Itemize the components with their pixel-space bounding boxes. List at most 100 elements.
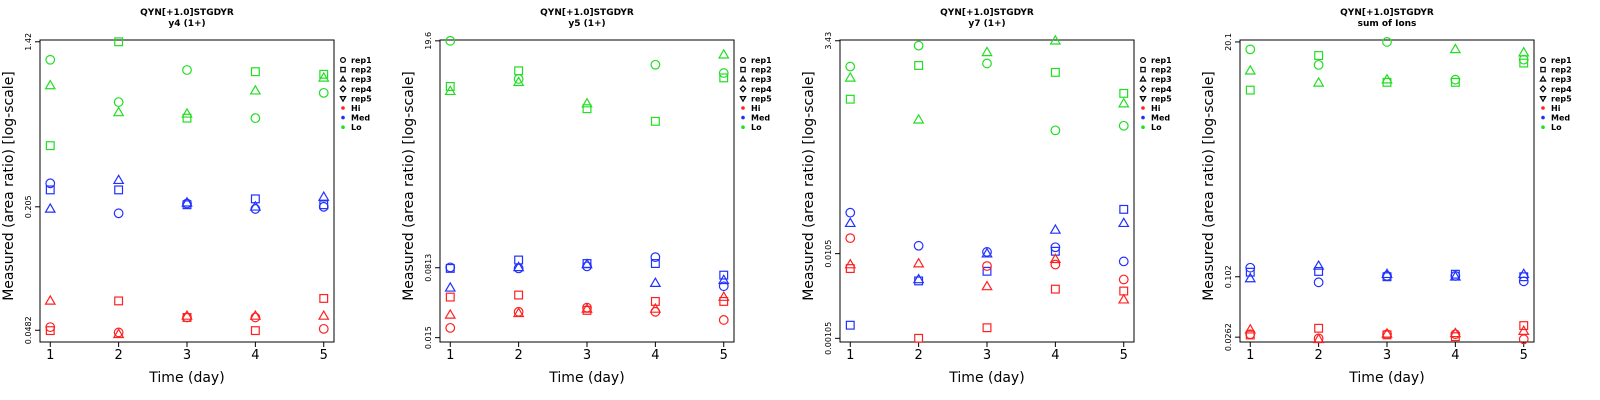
legend-marker-rep5 [1139,95,1147,103]
legend-marker-rep1 [340,56,347,63]
point-lo-rep1 [113,97,124,107]
legend-dot-lo [341,125,345,129]
x-axis-label: Time (day) [948,370,1024,386]
point-lo-rep1 [1382,37,1392,47]
plot-frame [39,39,335,343]
y-tick-label: 0.0262 [1224,323,1233,351]
point-hi-rep3 [512,307,525,318]
point-hi-rep2 [1314,323,1324,333]
point-lo-rep2 [514,66,524,76]
point-med-rep1 [318,201,329,212]
point-hi-rep2 [982,323,992,333]
point-lo-rep3 [1449,43,1462,54]
point-lo-rep1 [1245,44,1256,55]
point-lo-rep1 [318,87,329,98]
chart-subtitle: y4 (1+) [168,19,205,29]
legend-dot-med [341,115,345,120]
chart-title: QYN[+1.0]STGDYR [940,8,1034,18]
point-hi-rep2 [1245,330,1255,340]
data-points [1244,37,1530,345]
legend-label: rep2 [751,66,772,75]
point-hi-rep1 [650,306,661,317]
legend-marker-rep3 [739,75,747,82]
point-lo-rep1 [650,59,661,70]
point-med-rep3 [649,277,662,287]
point-med-rep3 [44,202,57,213]
point-hi-rep3 [181,309,193,320]
x-tick-label: 2 [914,348,922,363]
point-med-rep3 [181,196,193,207]
point-med-rep3 [844,217,857,228]
plot-frame [439,39,735,343]
legend-label: Lo [1151,123,1162,132]
legend-marker-rep1 [740,56,747,63]
point-hi-rep3 [1312,333,1325,344]
point-hi-rep2 [250,326,260,336]
point-lo-rep2 [182,113,192,123]
point-hi-rep1 [182,312,192,323]
legend-label: rep4 [351,85,372,94]
point-hi-rep2 [319,293,329,303]
point-lo-rep3 [581,97,593,108]
legend-marker-rep4 [1539,85,1547,93]
legend-label: Hi [751,104,761,113]
point-med-rep1 [582,261,592,272]
point-hi-rep2 [845,264,855,274]
legend-label: rep3 [351,75,372,84]
legend-label: rep1 [1151,56,1172,65]
x-tick-label: 4 [1451,348,1459,363]
point-lo-rep1 [1313,59,1324,70]
point-lo-rep3 [1517,46,1530,57]
point-lo-rep2 [650,116,660,126]
y-tick-label: 0.0482 [24,316,33,344]
y-tick-label: 19.6 [424,32,433,50]
legend-marker-rep3 [1139,75,1147,82]
point-hi-rep3 [1049,253,1062,264]
point-lo-rep2 [719,73,729,83]
x-tick-label: 3 [183,348,191,363]
point-med-rep1 [1313,277,1324,288]
point-hi-rep1 [318,323,329,334]
legend-label: rep1 [351,56,372,65]
y-tick-label: 0.0813 [424,254,433,282]
x-tick-label: 4 [251,348,259,363]
legend-marker-rep2 [1540,66,1546,73]
legend-label: rep4 [1151,85,1172,94]
legend-label: Lo [351,123,362,132]
point-med-rep1 [1118,256,1129,267]
y-tick-label: 1.42 [24,33,33,51]
legend-marker-rep2 [1140,66,1146,73]
point-lo-rep1 [445,35,456,46]
point-lo-rep2 [1519,58,1529,68]
legend-label: rep4 [1551,85,1572,94]
point-med-rep2 [914,276,924,286]
legend-dot-lo [1541,125,1545,129]
legend-label: rep3 [1151,75,1172,84]
legend-marker-rep2 [740,66,746,73]
point-med-rep1 [718,281,729,292]
point-med-rep3 [1449,270,1462,281]
point-hi-rep1 [1118,274,1129,285]
chart-title: QYN[+1.0]STGDYR [140,8,234,18]
point-hi-rep1 [1518,334,1529,345]
point-med-rep2 [1314,266,1324,276]
point-lo-rep3 [112,106,125,117]
data-points [444,35,730,333]
x-axis-label: Time (day) [548,370,624,386]
x-tick-label: 2 [1314,348,1322,363]
point-lo-rep3 [512,76,525,87]
point-hi-rep1 [250,312,261,323]
legend-label: Hi [1151,104,1161,113]
x-tick-label: 5 [320,348,328,363]
point-hi-rep2 [1450,332,1460,342]
plot-frame [1239,39,1535,343]
point-lo-rep2 [914,61,924,70]
point-lo-rep1 [982,58,992,69]
y-tick-label: 0.205 [24,195,33,218]
point-med-rep1 [113,208,124,219]
point-med-rep2 [650,259,660,268]
legend-dot-hi [741,106,745,110]
x-tick-label: 1 [1246,348,1254,363]
point-med-rep3 [112,174,125,185]
